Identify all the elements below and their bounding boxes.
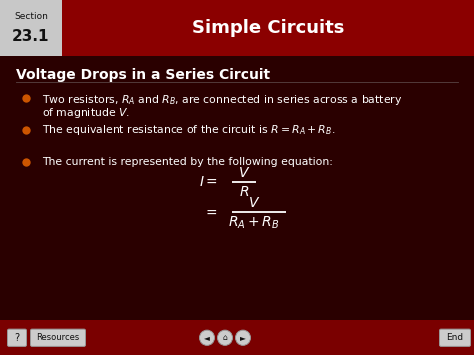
FancyBboxPatch shape	[30, 329, 85, 346]
Text: $V$: $V$	[248, 196, 260, 210]
Text: Two resistors, $R_A$ and $R_B$, are connected in series across a battery: Two resistors, $R_A$ and $R_B$, are conn…	[42, 93, 402, 106]
Text: $=$: $=$	[203, 205, 218, 219]
Text: The equivalent resistance of the circuit is $R = R_A + R_B$.: The equivalent resistance of the circuit…	[42, 123, 335, 137]
Text: Resources: Resources	[36, 333, 80, 342]
Circle shape	[236, 330, 250, 345]
Text: $I =$: $I =$	[199, 175, 218, 189]
Text: ⌂: ⌂	[223, 333, 228, 342]
Text: End: End	[447, 333, 464, 342]
Text: $V$: $V$	[238, 165, 250, 180]
FancyBboxPatch shape	[439, 329, 471, 346]
Circle shape	[200, 330, 215, 345]
Text: The current is represented by the following equation:: The current is represented by the follow…	[42, 158, 333, 168]
Text: of magnitude $V$.: of magnitude $V$.	[42, 106, 130, 120]
Text: Section: Section	[14, 11, 48, 21]
Text: 23.1: 23.1	[12, 28, 50, 44]
Text: Voltage Drops in a Series Circuit: Voltage Drops in a Series Circuit	[16, 68, 270, 82]
FancyBboxPatch shape	[8, 329, 27, 346]
Text: ►: ►	[240, 333, 246, 342]
Text: $R$: $R$	[239, 185, 249, 199]
Circle shape	[218, 330, 233, 345]
Text: Simple Circuits: Simple Circuits	[192, 19, 344, 37]
Bar	[0, 0, 62, 56]
Text: $R_A + R_B$: $R_A + R_B$	[228, 215, 280, 231]
Text: ◄: ◄	[204, 333, 210, 342]
Text: ?: ?	[14, 333, 19, 343]
